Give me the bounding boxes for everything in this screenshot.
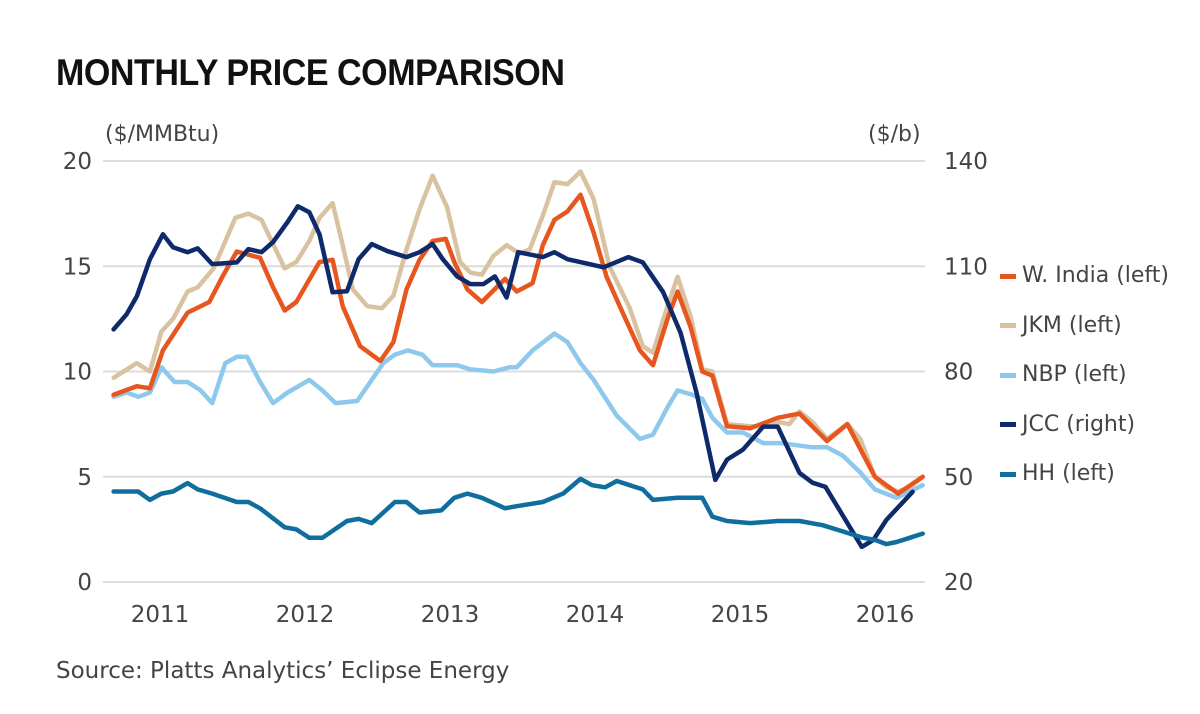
right-tick-label: 50 <box>944 465 973 491</box>
left-tick-label: 5 <box>77 465 92 491</box>
legend-item: NBP (left) <box>1000 362 1127 392</box>
legend-swatch <box>1000 273 1016 279</box>
x-tick-label: 2015 <box>711 602 770 628</box>
legend-label: JKM (left) <box>1022 312 1122 338</box>
x-tick-label: 2011 <box>131 602 190 628</box>
legend-item: HH (left) <box>1000 461 1115 491</box>
series-line-nbp <box>111 331 925 501</box>
series-line-w <box>111 192 925 496</box>
series-line-hh <box>111 476 925 547</box>
left-tick-label: 20 <box>63 149 92 175</box>
x-tick-label: 2012 <box>276 602 335 628</box>
x-tick-label: 2013 <box>421 602 480 628</box>
right-tick-label: 140 <box>944 149 988 175</box>
legend-item: W. India (left) <box>1000 263 1169 293</box>
legend-swatch <box>1000 323 1016 328</box>
legend-label: W. India (left) <box>1022 263 1169 288</box>
series-line-jkm <box>111 169 925 494</box>
legend-label: HH (left) <box>1022 461 1115 486</box>
legend-item: JCC (right) <box>1000 412 1135 442</box>
right-tick-label: 80 <box>944 360 973 386</box>
right-axis-unit: ($/b) <box>868 122 921 147</box>
legend-label: JCC (right) <box>1022 411 1136 437</box>
source-note: Source: Platts Analytics’ Eclipse Energy <box>56 658 510 684</box>
left-tick-label: 10 <box>63 360 92 386</box>
right-tick-label: 20 <box>944 570 973 596</box>
x-tick-label: 2014 <box>566 602 625 628</box>
left-tick-label: 0 <box>77 570 92 596</box>
legend-swatch <box>1000 422 1016 427</box>
legend-swatch <box>1000 471 1016 477</box>
legend-swatch <box>1000 372 1016 378</box>
left-tick-label: 15 <box>63 254 92 280</box>
legend-label: NBP (left) <box>1022 362 1127 387</box>
x-tick-label: 2016 <box>856 602 915 628</box>
right-tick-label: 110 <box>944 254 988 280</box>
legend-item: JKM (left) <box>1000 313 1122 343</box>
series-line-jcc <box>111 204 915 550</box>
chart-title: MONTHLY PRICE COMPARISON <box>56 52 565 93</box>
left-axis-unit: ($/MMBtu) <box>105 122 220 147</box>
